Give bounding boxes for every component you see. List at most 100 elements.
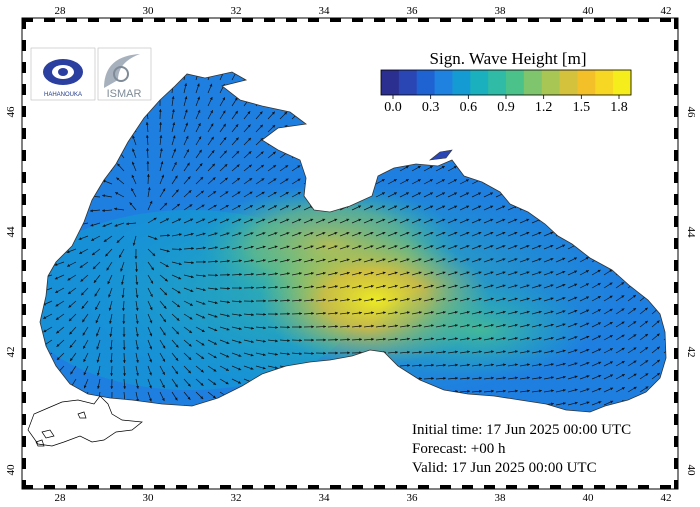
wave-arrow bbox=[183, 352, 192, 361]
wave-arrow bbox=[126, 222, 137, 226]
wave-arrow bbox=[471, 284, 482, 289]
wave-arrow bbox=[483, 323, 494, 328]
wave-arrow bbox=[459, 192, 470, 198]
wave-arrow bbox=[591, 138, 600, 146]
wave-arrow bbox=[291, 404, 302, 409]
wave-arrow bbox=[387, 350, 398, 354]
wave-arrow bbox=[255, 164, 265, 172]
wave-arrow bbox=[651, 189, 659, 198]
wave-arrow bbox=[291, 232, 302, 237]
wave-arrow bbox=[435, 284, 446, 289]
wave-arrow bbox=[363, 99, 372, 107]
colorbar-tick-label: 0.6 bbox=[460, 100, 478, 115]
colorbar-title: Sign. Wave Height [m] bbox=[430, 49, 587, 68]
wave-arrow bbox=[423, 205, 434, 211]
wave-arrow bbox=[327, 285, 338, 289]
wave-arrow bbox=[579, 309, 590, 315]
wave-arrow bbox=[255, 378, 266, 383]
wave-arrow bbox=[303, 218, 314, 224]
wave-arrow bbox=[255, 151, 264, 159]
wave-arrow bbox=[171, 378, 178, 388]
colorbar-tick-label: 0.0 bbox=[384, 100, 402, 115]
wave-arrow bbox=[639, 254, 648, 263]
wave-arrow bbox=[567, 336, 578, 341]
wave-arrow bbox=[147, 404, 152, 412]
wave-arrow bbox=[483, 165, 493, 172]
wave-arrow bbox=[207, 110, 214, 120]
wave-arrow bbox=[555, 178, 565, 185]
wave-arrow bbox=[83, 365, 89, 376]
wave-arrow bbox=[40, 404, 41, 412]
lat-label-left: 46 bbox=[5, 106, 17, 118]
wave-arrow bbox=[303, 378, 314, 382]
wave-arrow bbox=[291, 191, 301, 198]
wave-arrow bbox=[555, 297, 566, 302]
wave-arrow bbox=[135, 313, 139, 324]
wave-arrow bbox=[327, 192, 338, 198]
wave-arrow bbox=[315, 338, 327, 342]
wave-arrow bbox=[315, 285, 326, 289]
wave-arrow bbox=[603, 137, 612, 146]
wave-arrow bbox=[207, 83, 213, 94]
wave-arrow bbox=[42, 180, 53, 185]
wave-arrow bbox=[171, 96, 175, 107]
wave-arrow bbox=[459, 152, 469, 159]
wave-arrow bbox=[447, 192, 458, 198]
wave-arrow bbox=[339, 258, 350, 263]
wave-arrow bbox=[339, 324, 350, 328]
wave-arrow bbox=[267, 191, 277, 198]
wave-arrow bbox=[627, 150, 636, 159]
wave-arrow bbox=[315, 298, 326, 302]
wave-arrow bbox=[147, 365, 152, 376]
wave-arrow bbox=[603, 400, 614, 406]
frame-checker-border bbox=[22, 18, 678, 489]
wave-arrow bbox=[483, 245, 494, 250]
wave-arrow bbox=[267, 232, 278, 237]
wave-arrow bbox=[91, 138, 101, 146]
wave-arrow bbox=[579, 151, 589, 159]
wave-arrow bbox=[303, 191, 313, 198]
wave-arrow bbox=[663, 188, 666, 198]
wave-arrow bbox=[447, 350, 458, 354]
wave-arrow bbox=[68, 313, 77, 322]
wave-arrow bbox=[387, 192, 398, 198]
wave-arrow bbox=[567, 401, 578, 406]
wave-arrow bbox=[291, 272, 302, 276]
wave-arrow bbox=[243, 164, 252, 172]
wave-arrow bbox=[363, 86, 372, 94]
wave-arrow bbox=[375, 112, 385, 120]
wave-arrow bbox=[231, 404, 241, 411]
wave-arrow bbox=[146, 147, 150, 159]
wave-arrow bbox=[146, 160, 150, 172]
wave-arrow bbox=[567, 152, 577, 159]
wave-arrow bbox=[603, 334, 613, 341]
wave-arrow bbox=[399, 152, 409, 159]
wave-arrow bbox=[171, 391, 178, 401]
wave-arrow bbox=[339, 351, 351, 355]
logo-right: ISMAR bbox=[97, 47, 152, 101]
wave-arrow bbox=[243, 365, 254, 370]
wave-arrow bbox=[639, 281, 648, 289]
wave-arrow bbox=[267, 299, 279, 303]
wave-arrow bbox=[219, 313, 230, 318]
wave-arrow bbox=[567, 270, 578, 276]
wave-arrow bbox=[411, 284, 422, 289]
wave-arrow bbox=[663, 306, 666, 315]
wave-arrow bbox=[615, 387, 626, 393]
wave-arrow bbox=[423, 271, 434, 276]
colorbar-swatch bbox=[577, 70, 596, 95]
lon-label-top: 28 bbox=[55, 5, 67, 17]
wave-arrow bbox=[411, 324, 422, 328]
wave-arrow bbox=[103, 165, 113, 172]
wave-arrow bbox=[663, 398, 666, 406]
wave-arrow bbox=[255, 272, 266, 276]
wave-arrow bbox=[639, 320, 649, 328]
wave-arrow bbox=[351, 192, 362, 198]
wave-arrow bbox=[363, 404, 374, 407]
wave-arrow bbox=[255, 391, 266, 397]
wave-arrow bbox=[219, 123, 227, 133]
wave-arrow bbox=[327, 258, 338, 263]
wave-arrow bbox=[231, 391, 241, 398]
wave-arrow bbox=[663, 175, 666, 185]
wave-arrow bbox=[639, 176, 647, 185]
